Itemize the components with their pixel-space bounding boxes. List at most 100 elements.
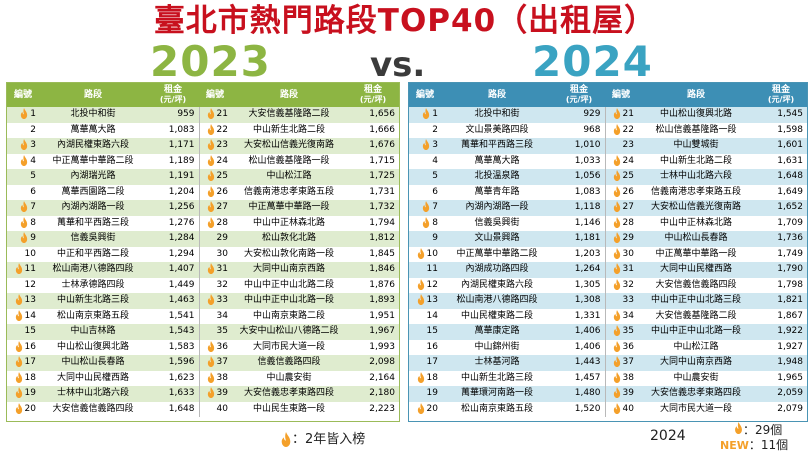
table-row: 9 文山景興路 1,181 29 中山松山長春路 1,736 (409, 231, 807, 247)
rent-cell: 1,545 (755, 107, 807, 123)
road-cell: 信義吳興街 (441, 215, 553, 231)
table-header: 編號 路段 租金 (元/坪) 編號 路段 租金 (元/坪) (7, 83, 399, 107)
road-cell: 中山新生北路二段 (637, 153, 755, 169)
rent-cell: 1,056 (553, 169, 606, 185)
road-cell: 萬華西園路二段 (39, 184, 147, 200)
flame-icon (207, 387, 217, 399)
rent-cell: 1,443 (553, 355, 606, 371)
flame-icon (20, 139, 30, 151)
rank-cell: 12 (7, 277, 39, 293)
rent-cell: 1,798 (755, 277, 807, 293)
rent-cell: 1,407 (147, 262, 200, 278)
rank-cell: 38 (199, 370, 231, 386)
rank-number: 5 (30, 171, 36, 182)
rank-number: 25 (622, 171, 634, 182)
rent-cell: 1,631 (755, 153, 807, 169)
flame-icon (20, 201, 30, 213)
rent-cell: 1,583 (147, 339, 200, 355)
road-cell: 內湖成功路四段 (441, 262, 553, 278)
rent-cell: 1,922 (755, 324, 807, 340)
rank-number: 20 (24, 403, 36, 414)
rent-cell: 1,083 (553, 184, 606, 200)
rent-cell: 1,181 (553, 231, 606, 247)
road-cell: 中正萬華中華路二段 (39, 153, 147, 169)
rank-cell: 32 (605, 277, 637, 293)
header-road: 路段 (39, 83, 147, 107)
rent-cell: 1,821 (755, 293, 807, 309)
rent-cell: 1,623 (147, 370, 200, 386)
rank-number: 4 (30, 155, 36, 166)
rent-cell: 1,520 (553, 401, 606, 417)
table-row: 18 大同中山民權西路 1,623 38 中山農安街 2,164 (7, 370, 399, 386)
rank-number: 22 (622, 124, 634, 135)
rank-number: 39 (216, 388, 228, 399)
legend-counts: ：29個 NEW：11個 (720, 422, 788, 453)
flame-icon (15, 263, 25, 275)
rank-number: 37 (622, 357, 634, 368)
flame-icon (15, 356, 25, 368)
rank-cell: 31 (605, 262, 637, 278)
rank-cell: 7 (7, 200, 39, 216)
table-row: 6 萬華青年路 1,083 26 信義南港忠孝東路五段 1,649 (409, 184, 807, 200)
header-rent: 租金 (元/坪) (553, 83, 605, 107)
rent-cell: 1,794 (347, 215, 399, 231)
road-cell: 萬華萬大路 (39, 122, 147, 138)
rank-number: 21 (216, 109, 228, 120)
rank-number: 34 (216, 310, 228, 321)
flame-icon (207, 340, 217, 352)
road-cell: 中山中正林森北路 (637, 215, 755, 231)
rank-number: 38 (622, 372, 634, 383)
rank-cell: 15 (7, 324, 39, 340)
rank-number: 8 (432, 217, 438, 228)
flame-icon (422, 216, 432, 228)
flame-icon (417, 371, 427, 383)
rank-number: 13 (426, 295, 438, 306)
flame-icon (207, 170, 217, 182)
rank-number: 21 (622, 109, 634, 120)
road-cell: 中山民權東路二段 (441, 308, 553, 324)
flame-icon (207, 294, 217, 306)
rank-number: 15 (24, 326, 36, 337)
rent-cell: 1,648 (755, 169, 807, 185)
road-cell: 萬華和平西路三段 (39, 215, 147, 231)
table-row: 20 大安信義信義路四段 1,648 40 中山民生東路一段 2,223 (7, 401, 399, 417)
rank-cell: 27 (605, 200, 637, 216)
year-2023-heading: 2023 (150, 37, 271, 86)
road-cell: 信義信義路四段 (231, 355, 347, 371)
rank-cell: 17 (409, 355, 441, 371)
table-row: 19 士林中山北路六段 1,633 39 大安信義忠孝東路四段 2,180 (7, 386, 399, 402)
rank-cell: 1 (7, 107, 39, 123)
road-cell: 中山雙城街 (637, 138, 755, 154)
rank-number: 6 (30, 186, 36, 197)
rent-cell: 1,927 (755, 339, 807, 355)
rank-number: 24 (216, 155, 228, 166)
rank-cell: 20 (7, 401, 39, 417)
rank-cell: 7 (409, 200, 441, 216)
rank-cell: 13 (7, 293, 39, 309)
rent-cell: 2,098 (347, 355, 399, 371)
road-cell: 大同中山南京西路 (231, 262, 347, 278)
rank-cell: 40 (605, 401, 637, 417)
rank-cell: 36 (605, 339, 637, 355)
table-header: 編號 路段 租金 (元/坪) 編號 路段 租金 (元/坪) (409, 83, 807, 107)
rent-cell: 1,033 (553, 153, 606, 169)
road-cell: 大安信義基隆路二段 (637, 308, 755, 324)
flame-icon (207, 123, 217, 135)
rent-cell: 1,189 (147, 153, 200, 169)
rent-cell: 2,164 (347, 370, 399, 386)
rank-cell: 32 (199, 277, 231, 293)
rank-cell: 33 (605, 293, 637, 309)
road-cell: 北投中和街 (39, 107, 147, 123)
road-cell: 士林中山北路六段 (39, 386, 147, 402)
rent-cell: 2,059 (755, 386, 807, 402)
rank-cell: 34 (199, 308, 231, 324)
road-cell: 士林基河路 (441, 355, 553, 371)
header-rent: 租金 (元/坪) (347, 83, 399, 107)
road-cell: 北投溫泉路 (441, 169, 553, 185)
flame-icon (15, 340, 25, 352)
rank-number: 40 (622, 403, 634, 414)
road-cell: 松山南京東路五段 (441, 401, 553, 417)
page-title: 臺北市熱門路段TOP40（出租屋） (153, 3, 657, 39)
rank-cell: 25 (605, 169, 637, 185)
rank-cell: 8 (409, 215, 441, 231)
